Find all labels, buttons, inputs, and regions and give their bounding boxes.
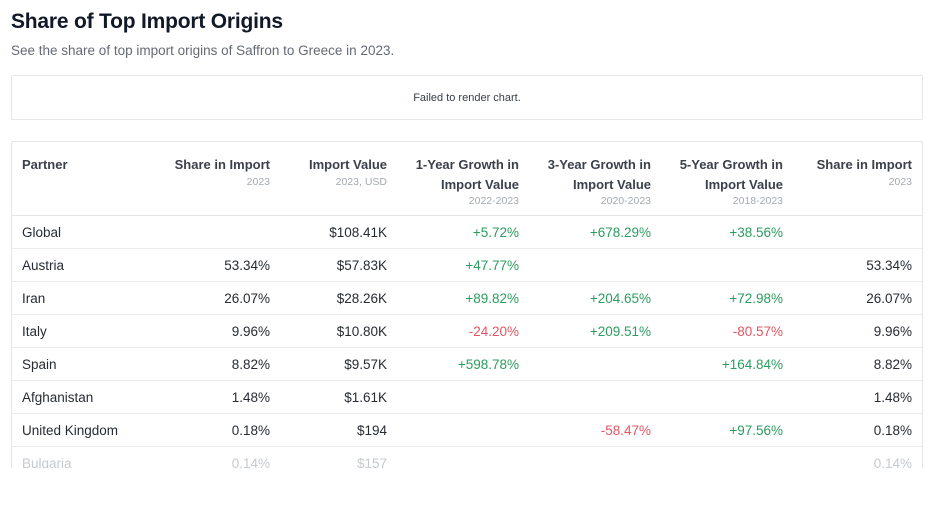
cell-partner: Bulgaria: [12, 446, 162, 468]
cell-g1: +47.77%: [397, 248, 529, 282]
cell-share: 53.34%: [162, 248, 280, 282]
table-row[interactable]: Italy 9.96% $10.80K -24.20% +209.51% -80.57% 9…: [12, 314, 922, 348]
column-sublabel: 2022-2023: [468, 195, 519, 207]
column-sublabel: 2023, USD: [335, 175, 387, 188]
import-origins-table: Partner Share in Import 2023 Import Value 20…: [11, 141, 923, 468]
column-label: Import Value: [308, 157, 387, 172]
cell-g1: +5.72%: [397, 215, 529, 249]
table-row[interactable]: Austria 53.34% $57.83K +47.77% 53.34%: [12, 248, 922, 282]
cell-g1: -24.20%: [397, 314, 529, 348]
cell-partner: Global: [12, 215, 162, 249]
cell-share2: 0.14%: [793, 446, 922, 468]
cell-share: 26.07%: [162, 281, 280, 315]
table-row[interactable]: Global $108.41K +5.72% +678.29% +38.56%: [12, 215, 922, 249]
cell-g3: +209.51%: [529, 314, 661, 348]
cell-value: $9.57K: [280, 347, 397, 381]
column-label: 5-Year Growth in Import Value: [679, 157, 783, 192]
chart-error-message: Failed to render chart.: [413, 91, 521, 104]
column-sublabel: 2020-2023: [600, 195, 651, 207]
column-header: Share in Import 2023: [793, 142, 922, 216]
cell-g1: +89.82%: [397, 281, 529, 315]
column-header: 3-Year Growth in Import Value 2020-2023: [529, 142, 661, 216]
cell-g3: [529, 380, 661, 414]
cell-g5: [661, 380, 793, 414]
cell-g1: +598.78%: [397, 347, 529, 381]
column-label: Partner: [22, 157, 68, 172]
cell-share: 9.96%: [162, 314, 280, 348]
cell-partner: Italy: [12, 314, 162, 348]
cell-value: $108.41K: [280, 215, 397, 249]
page-title: Share of Top Import Origins: [11, 10, 283, 33]
cell-share2: [793, 215, 922, 249]
cell-g3: +204.65%: [529, 281, 661, 315]
cell-g5: [661, 446, 793, 468]
column-label: 1-Year Growth in Import Value: [415, 157, 519, 192]
cell-share: 0.18%: [162, 413, 280, 447]
cell-g1: [397, 446, 529, 468]
cell-value: $194: [280, 413, 397, 447]
cell-partner: Austria: [12, 248, 162, 282]
cell-share2: 8.82%: [793, 347, 922, 381]
table-row[interactable]: Bulgaria 0.14% $157 0.14%: [12, 446, 922, 468]
cell-g3: [529, 248, 661, 282]
column-header: 1-Year Growth in Import Value 2022-2023: [397, 142, 529, 216]
table-row[interactable]: United Kingdom 0.18% $194 -58.47% +97.56% 0.1…: [12, 413, 922, 447]
cell-g5: +72.98%: [661, 281, 793, 315]
cell-g1: [397, 380, 529, 414]
page: Share of Top Import Origins See the shar…: [0, 10, 934, 468]
column-header: Share in Import 2023: [162, 142, 280, 216]
cell-g1: [397, 413, 529, 447]
column-sublabel: 2018-2023: [732, 195, 783, 207]
column-header: Partner: [12, 142, 162, 216]
cell-g5: [661, 248, 793, 282]
column-sublabel: 2023: [246, 175, 270, 188]
column-header: Import Value 2023, USD: [280, 142, 397, 216]
cell-value: $28.26K: [280, 281, 397, 315]
cell-partner: Iran: [12, 281, 162, 315]
column-label: Share in Import: [816, 157, 912, 172]
cell-g3: +678.29%: [529, 215, 661, 249]
column-label: 3-Year Growth in Import Value: [547, 157, 651, 192]
table-body: Global $108.41K +5.72% +678.29% +38.56% Austr…: [12, 215, 922, 468]
cell-g3: [529, 446, 661, 468]
cell-value: $157: [280, 446, 397, 468]
cell-share2: 53.34%: [793, 248, 922, 282]
cell-g3: -58.47%: [529, 413, 661, 447]
cell-share2: 1.48%: [793, 380, 922, 414]
cell-g5: +38.56%: [661, 215, 793, 249]
cell-partner: United Kingdom: [12, 413, 162, 447]
cell-share: [162, 215, 280, 249]
page-subtitle: See the share of top import origins of S…: [11, 43, 395, 58]
cell-g5: -80.57%: [661, 314, 793, 348]
cell-partner: Afghanistan: [12, 380, 162, 414]
cell-value: $1.61K: [280, 380, 397, 414]
chart-error-box: Failed to render chart.: [11, 75, 923, 120]
column-label: Share in Import: [174, 157, 270, 172]
cell-partner: Spain: [12, 347, 162, 381]
table-row[interactable]: Spain 8.82% $9.57K +598.78% +164.84% 8.82%: [12, 347, 922, 381]
table-row[interactable]: Afghanistan 1.48% $1.61K 1.48%: [12, 380, 922, 414]
cell-share: 0.14%: [162, 446, 280, 468]
cell-g5: +164.84%: [661, 347, 793, 381]
cell-value: $10.80K: [280, 314, 397, 348]
table-row[interactable]: Iran 26.07% $28.26K +89.82% +204.65% +72.98% 2…: [12, 281, 922, 315]
cell-share2: 0.18%: [793, 413, 922, 447]
cell-share: 8.82%: [162, 347, 280, 381]
column-sublabel: 2023: [888, 175, 912, 188]
cell-share2: 9.96%: [793, 314, 922, 348]
cell-share: 1.48%: [162, 380, 280, 414]
table-header-row: Partner Share in Import 2023 Import Value 20…: [12, 142, 922, 216]
cell-g3: [529, 347, 661, 381]
cell-value: $57.83K: [280, 248, 397, 282]
column-header: 5-Year Growth in Import Value 2018-2023: [661, 142, 793, 216]
cell-share2: 26.07%: [793, 281, 922, 315]
cell-g5: +97.56%: [661, 413, 793, 447]
